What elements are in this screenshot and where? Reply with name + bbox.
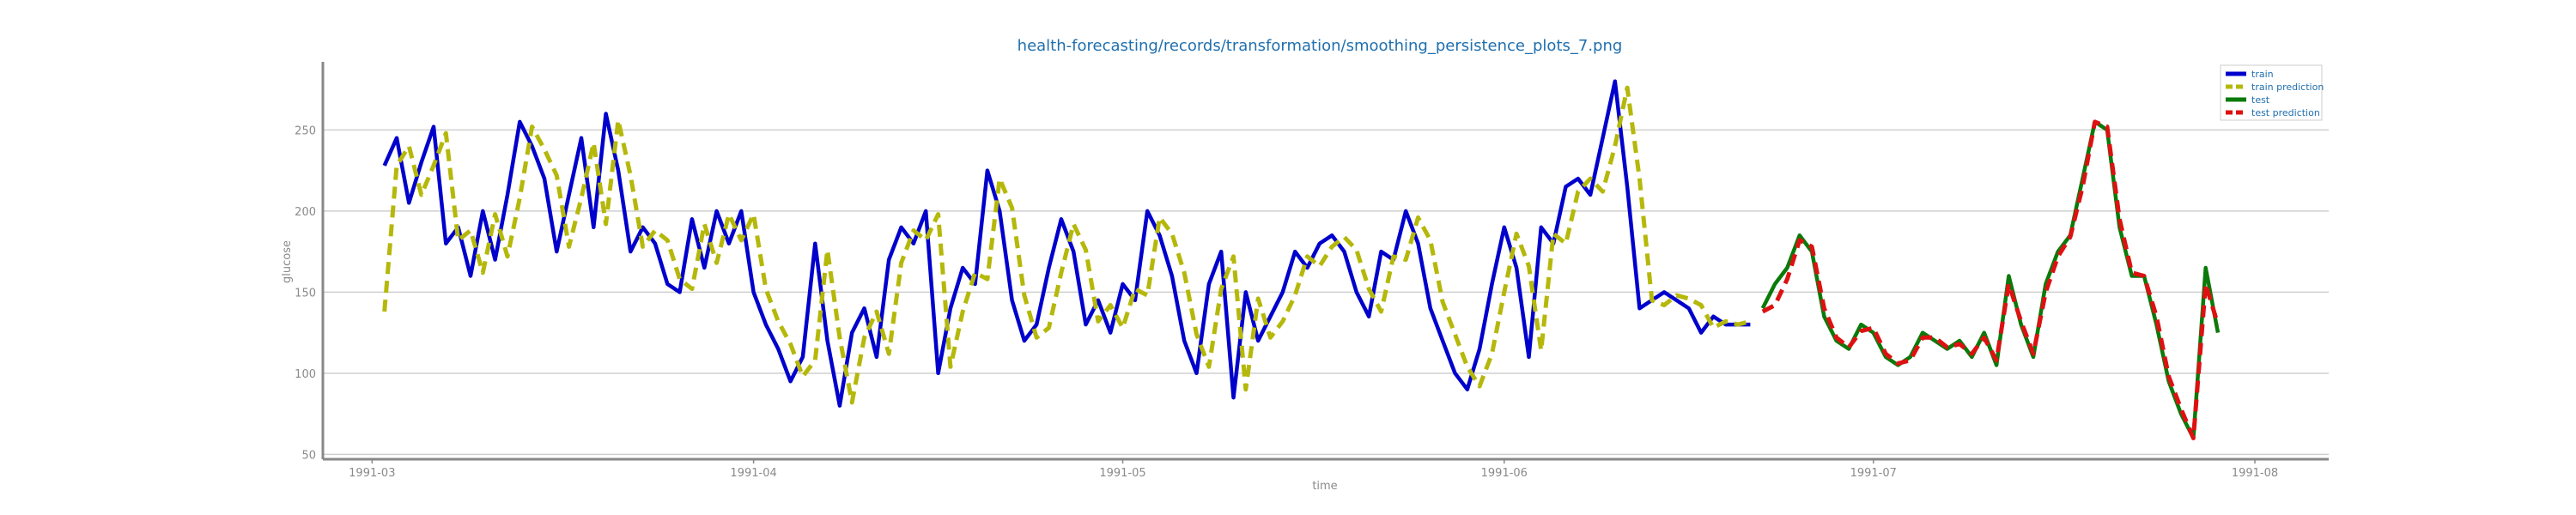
- x-axis-label: time: [1312, 480, 1337, 493]
- grid: [323, 129, 2329, 456]
- legend-label: train: [2251, 69, 2274, 80]
- y-tick-label: 200: [295, 206, 316, 219]
- legend-label: test: [2251, 94, 2270, 106]
- x-ticks: 1991-03 1991-04 1991-05 1991-06 1991-07 1991-…: [349, 459, 2278, 480]
- legend-label: test prediction: [2251, 107, 2320, 118]
- series-line-test: [1760, 119, 2221, 440]
- x-tick-label: 1991-03: [349, 467, 395, 480]
- series-line-train-prediction: [382, 85, 1752, 405]
- x-tick-label: 1991-07: [1850, 467, 1897, 480]
- x-tick-label: 1991-06: [1481, 467, 1528, 480]
- legend-label: train prediction: [2251, 82, 2324, 93]
- x-tick-label: 1991-08: [2232, 467, 2278, 480]
- y-tick-label: 150: [295, 287, 316, 300]
- series-line-test-prediction: [1761, 119, 2221, 440]
- series-line-train: [382, 79, 1751, 408]
- chart-title: health-forecasting/records/transformatio…: [1018, 37, 1623, 55]
- axes: [321, 62, 2329, 461]
- series-layer: [382, 79, 2221, 440]
- y-ticks: 50 100 150 200 250: [295, 124, 316, 462]
- x-tick-label: 1991-05: [1099, 467, 1145, 480]
- x-tick-label: 1991-04: [730, 467, 776, 480]
- y-axis-label: glucose: [281, 240, 294, 283]
- y-tick-label: 250: [295, 124, 316, 137]
- y-tick-label: 100: [295, 368, 316, 381]
- y-tick-label: 50: [301, 449, 316, 462]
